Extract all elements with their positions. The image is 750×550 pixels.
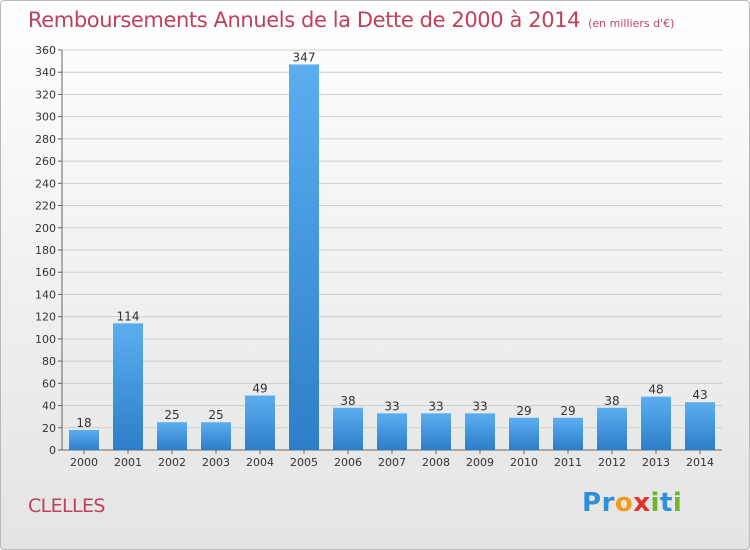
value-label: 43 [692,388,707,402]
y-tick-label: 140 [35,288,56,301]
value-label: 114 [117,309,140,323]
y-tick-label: 280 [35,133,56,146]
bar-2001 [113,323,143,450]
y-tick-label: 260 [35,155,56,168]
value-label: 33 [428,399,443,413]
chart-title: Remboursements Annuels de la Dette de 20… [28,8,674,32]
y-tick-label: 220 [35,200,56,213]
bar-2000 [69,430,99,450]
bar-2003 [201,422,231,450]
logo-letter: r [601,488,615,518]
y-tick-label: 20 [42,422,56,435]
unit-note: (en milliers d'€) [588,17,675,30]
proxiti-logo: Proxiti [582,488,682,518]
x-tick-label: 2008 [422,456,450,469]
x-tick-label: 2010 [510,456,538,469]
logo-letter: i [650,488,660,518]
x-tick-label: 2004 [246,456,274,469]
y-tick-label: 200 [35,222,56,235]
bar-2006 [333,407,363,450]
logo-letter: P [582,488,602,518]
y-tick-label: 360 [35,44,56,57]
x-tick-label: 2003 [202,456,230,469]
value-label: 25 [164,408,179,422]
value-label: 29 [516,404,531,418]
bar-2008 [421,413,451,450]
x-tick-labels: 2000 2001 2002 2003 2004 2005 2006 2007 2008 2009… [70,456,714,469]
chart-title-text: Remboursements Annuels de la Dette de 20… [28,8,581,32]
x-tick-label: 2002 [158,456,186,469]
y-tick-label: 340 [35,66,56,79]
y-tick-label: 300 [35,111,56,124]
y-tick-labels: 0 20 40 60 80 100 120 140 160 180 200 220 240 260 280 3… [35,44,56,457]
bar-2013 [641,396,671,450]
x-tick-label: 2013 [642,456,670,469]
bar-2005 [289,64,319,450]
x-tick-label: 2005 [290,456,318,469]
x-tick-label: 2011 [554,456,582,469]
bar-2002 [157,422,187,450]
axes [58,49,722,454]
value-label: 33 [472,399,487,413]
bar-2011 [553,417,583,450]
town-name: CLELLES [28,495,106,517]
bar-2007 [377,413,407,450]
bar-2010 [509,417,539,450]
y-tick-label: 100 [35,333,56,346]
y-tick-label: 240 [35,177,56,190]
value-label: 48 [648,383,663,397]
y-tick-label: 180 [35,244,56,257]
x-tick-label: 2014 [686,456,714,469]
value-label: 25 [208,408,223,422]
x-tick-label: 2012 [598,456,626,469]
bars [69,64,715,450]
logo-letter: o [614,488,634,518]
logo-letter: x [633,488,651,518]
value-label: 49 [252,382,267,396]
y-tick-label: 160 [35,266,56,279]
y-tick-label: 320 [35,88,56,101]
x-tick-label: 2007 [378,456,406,469]
x-tick-label: 2000 [70,456,98,469]
y-tick-label: 120 [35,311,56,324]
bar-2012 [597,407,627,450]
y-tick-label: 80 [42,355,56,368]
value-labels: 18 114 25 25 49 347 38 33 33 33 29 29 38 48 43 [76,50,707,430]
logo-letter: i [672,488,683,518]
x-tick-label: 2001 [114,456,142,469]
bar-2014 [685,402,715,450]
value-label: 38 [604,394,619,408]
value-label: 347 [293,50,316,64]
x-tick-label: 2009 [466,456,494,469]
x-tick-label: 2006 [334,456,362,469]
value-label: 18 [76,416,91,430]
logo-letter: t [659,488,673,518]
y-tick-label: 40 [42,400,56,413]
bar-2004 [245,395,275,450]
grid-lines [62,49,722,429]
y-tick-label: 60 [42,377,56,390]
value-label: 33 [384,399,399,413]
y-tick-label: 0 [49,444,56,457]
bar-2009 [465,413,495,450]
value-label: 38 [340,394,355,408]
value-label: 29 [560,404,575,418]
